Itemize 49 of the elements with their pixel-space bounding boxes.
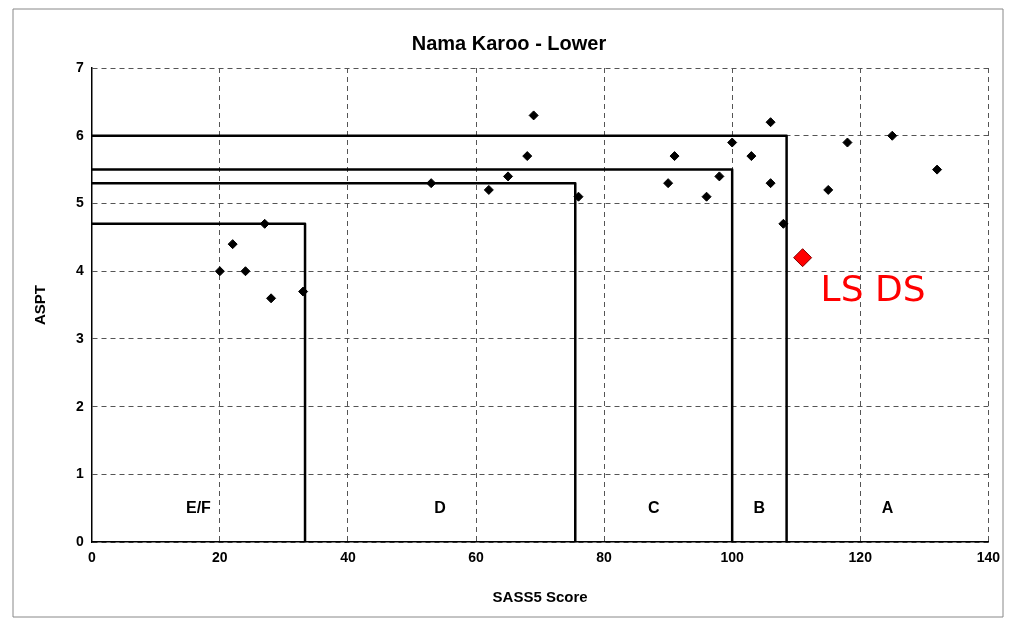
- y-tick-label: 6: [75, 126, 84, 143]
- y-tick-label: 2: [75, 397, 84, 414]
- y-tick-label: 0: [75, 533, 84, 550]
- x-tick-label: 60: [468, 549, 485, 566]
- series-label: LS DS: [820, 268, 926, 310]
- point: [727, 137, 738, 148]
- point: [765, 117, 776, 128]
- point: [669, 151, 680, 162]
- point: [214, 266, 225, 277]
- point: [701, 191, 712, 202]
- annotation: E/F: [185, 499, 212, 517]
- point: [778, 218, 789, 229]
- point: [765, 178, 776, 189]
- y-tick-label: 1: [75, 465, 84, 482]
- point: [714, 171, 725, 182]
- annotation: C: [647, 499, 660, 517]
- y-tick-label: 5: [75, 194, 84, 211]
- point: [227, 239, 238, 250]
- x-tick-label: 40: [340, 549, 356, 566]
- point: [823, 184, 834, 195]
- y-tick-label: 4: [75, 262, 84, 279]
- point: [522, 151, 533, 162]
- point: [298, 286, 309, 297]
- annotation: A: [881, 499, 894, 517]
- x-tick-label: 20: [212, 549, 228, 566]
- chart-title: Nama Karoo - Lower: [411, 31, 607, 54]
- y-tick-label: 3: [75, 329, 84, 346]
- point: [932, 164, 943, 175]
- x-axis-title: SASS5 Score: [492, 588, 588, 606]
- point: [746, 151, 757, 162]
- x-tick-label: 140: [976, 549, 1001, 566]
- x-tick-label: 0: [87, 549, 96, 566]
- x-tick-label: 80: [596, 549, 613, 566]
- x-tick-label: 120: [848, 549, 873, 566]
- point: [266, 293, 277, 304]
- y-tick-label: 7: [75, 58, 84, 75]
- point: [887, 130, 898, 141]
- point: [503, 171, 514, 182]
- y-axis-title: ASPT: [31, 285, 49, 326]
- point: [663, 178, 674, 189]
- annotation: B: [753, 499, 766, 517]
- point: [528, 110, 539, 121]
- x-tick-label: 100: [720, 549, 745, 566]
- point: [483, 184, 494, 195]
- point: [573, 191, 584, 202]
- point: [240, 266, 251, 277]
- point: [842, 137, 853, 148]
- point: [793, 248, 813, 268]
- annotation: D: [434, 499, 446, 517]
